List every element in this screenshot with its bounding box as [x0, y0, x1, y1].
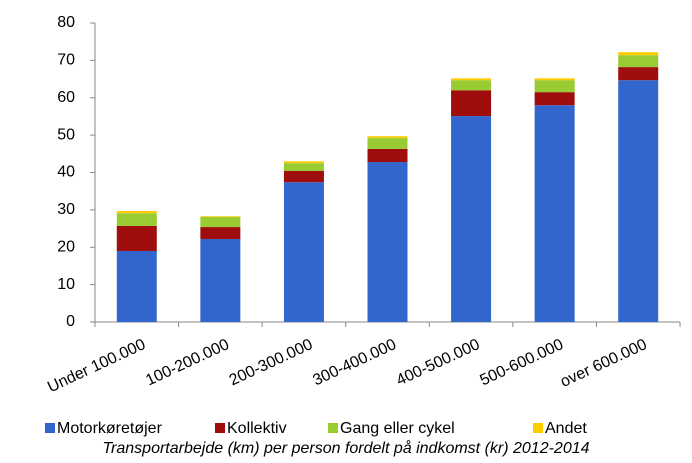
bar-segment	[451, 90, 492, 117]
legend-label: Kollektiv	[227, 420, 287, 437]
y-tick-label: 30	[57, 201, 75, 218]
legend-label: Andet	[545, 420, 587, 437]
legend-swatch	[328, 423, 338, 433]
bar-segment	[200, 227, 241, 240]
y-tick-label: 70	[57, 52, 75, 69]
bar-segment	[534, 92, 575, 106]
bar-segment	[116, 225, 157, 251]
bar-segment	[618, 67, 659, 81]
bar-segment	[367, 148, 408, 163]
y-tick-label: 0	[66, 313, 75, 330]
y-tick-label: 50	[57, 126, 75, 143]
bar-segment	[367, 138, 408, 149]
legend-swatch	[45, 423, 55, 433]
y-tick-label: 80	[57, 14, 75, 31]
bar-segment	[534, 80, 575, 93]
bar-segment	[534, 105, 575, 322]
bar-segment	[451, 78, 492, 81]
bar-segment	[116, 210, 157, 214]
legend-swatch	[533, 423, 543, 433]
bar-segment	[283, 161, 324, 164]
bar-segment	[200, 239, 241, 322]
x-tick-label: 500-600.000	[477, 336, 566, 389]
x-tick-label: 200-300.000	[227, 336, 316, 389]
bar-segment	[618, 80, 659, 322]
x-tick-label: Under 100.000	[45, 336, 148, 396]
chart-title: Transportarbejde (km) per person fordelt…	[102, 439, 589, 457]
bar-segment	[116, 213, 157, 226]
y-tick-label: 10	[57, 276, 75, 293]
bar-segment	[283, 163, 324, 172]
bar-segment	[534, 78, 575, 81]
legend-label: Motorkøretøjer	[57, 420, 163, 437]
bar-segment	[283, 171, 324, 183]
bar-segment	[451, 80, 492, 91]
bar-segment	[283, 182, 324, 322]
x-tick-label: over 600.000	[558, 336, 650, 391]
x-tick-label: 100-200.000	[143, 336, 232, 389]
x-tick-label: 400-500.000	[394, 336, 483, 389]
y-tick-label: 60	[57, 89, 75, 106]
bar-segment	[200, 216, 241, 228]
bar-segment	[618, 55, 659, 68]
legend-swatch	[215, 423, 225, 433]
bar-segment	[367, 162, 408, 322]
bar-segment	[367, 136, 408, 139]
bar-segment	[451, 116, 492, 322]
legend-label: Gang eller cykel	[340, 420, 455, 437]
x-tick-label: 300-400.000	[310, 336, 399, 389]
bar-segment	[200, 216, 241, 217]
bar-segment	[618, 52, 659, 56]
bar-segment	[116, 250, 157, 322]
y-tick-label: 40	[57, 164, 75, 181]
y-tick-label: 20	[57, 238, 75, 255]
